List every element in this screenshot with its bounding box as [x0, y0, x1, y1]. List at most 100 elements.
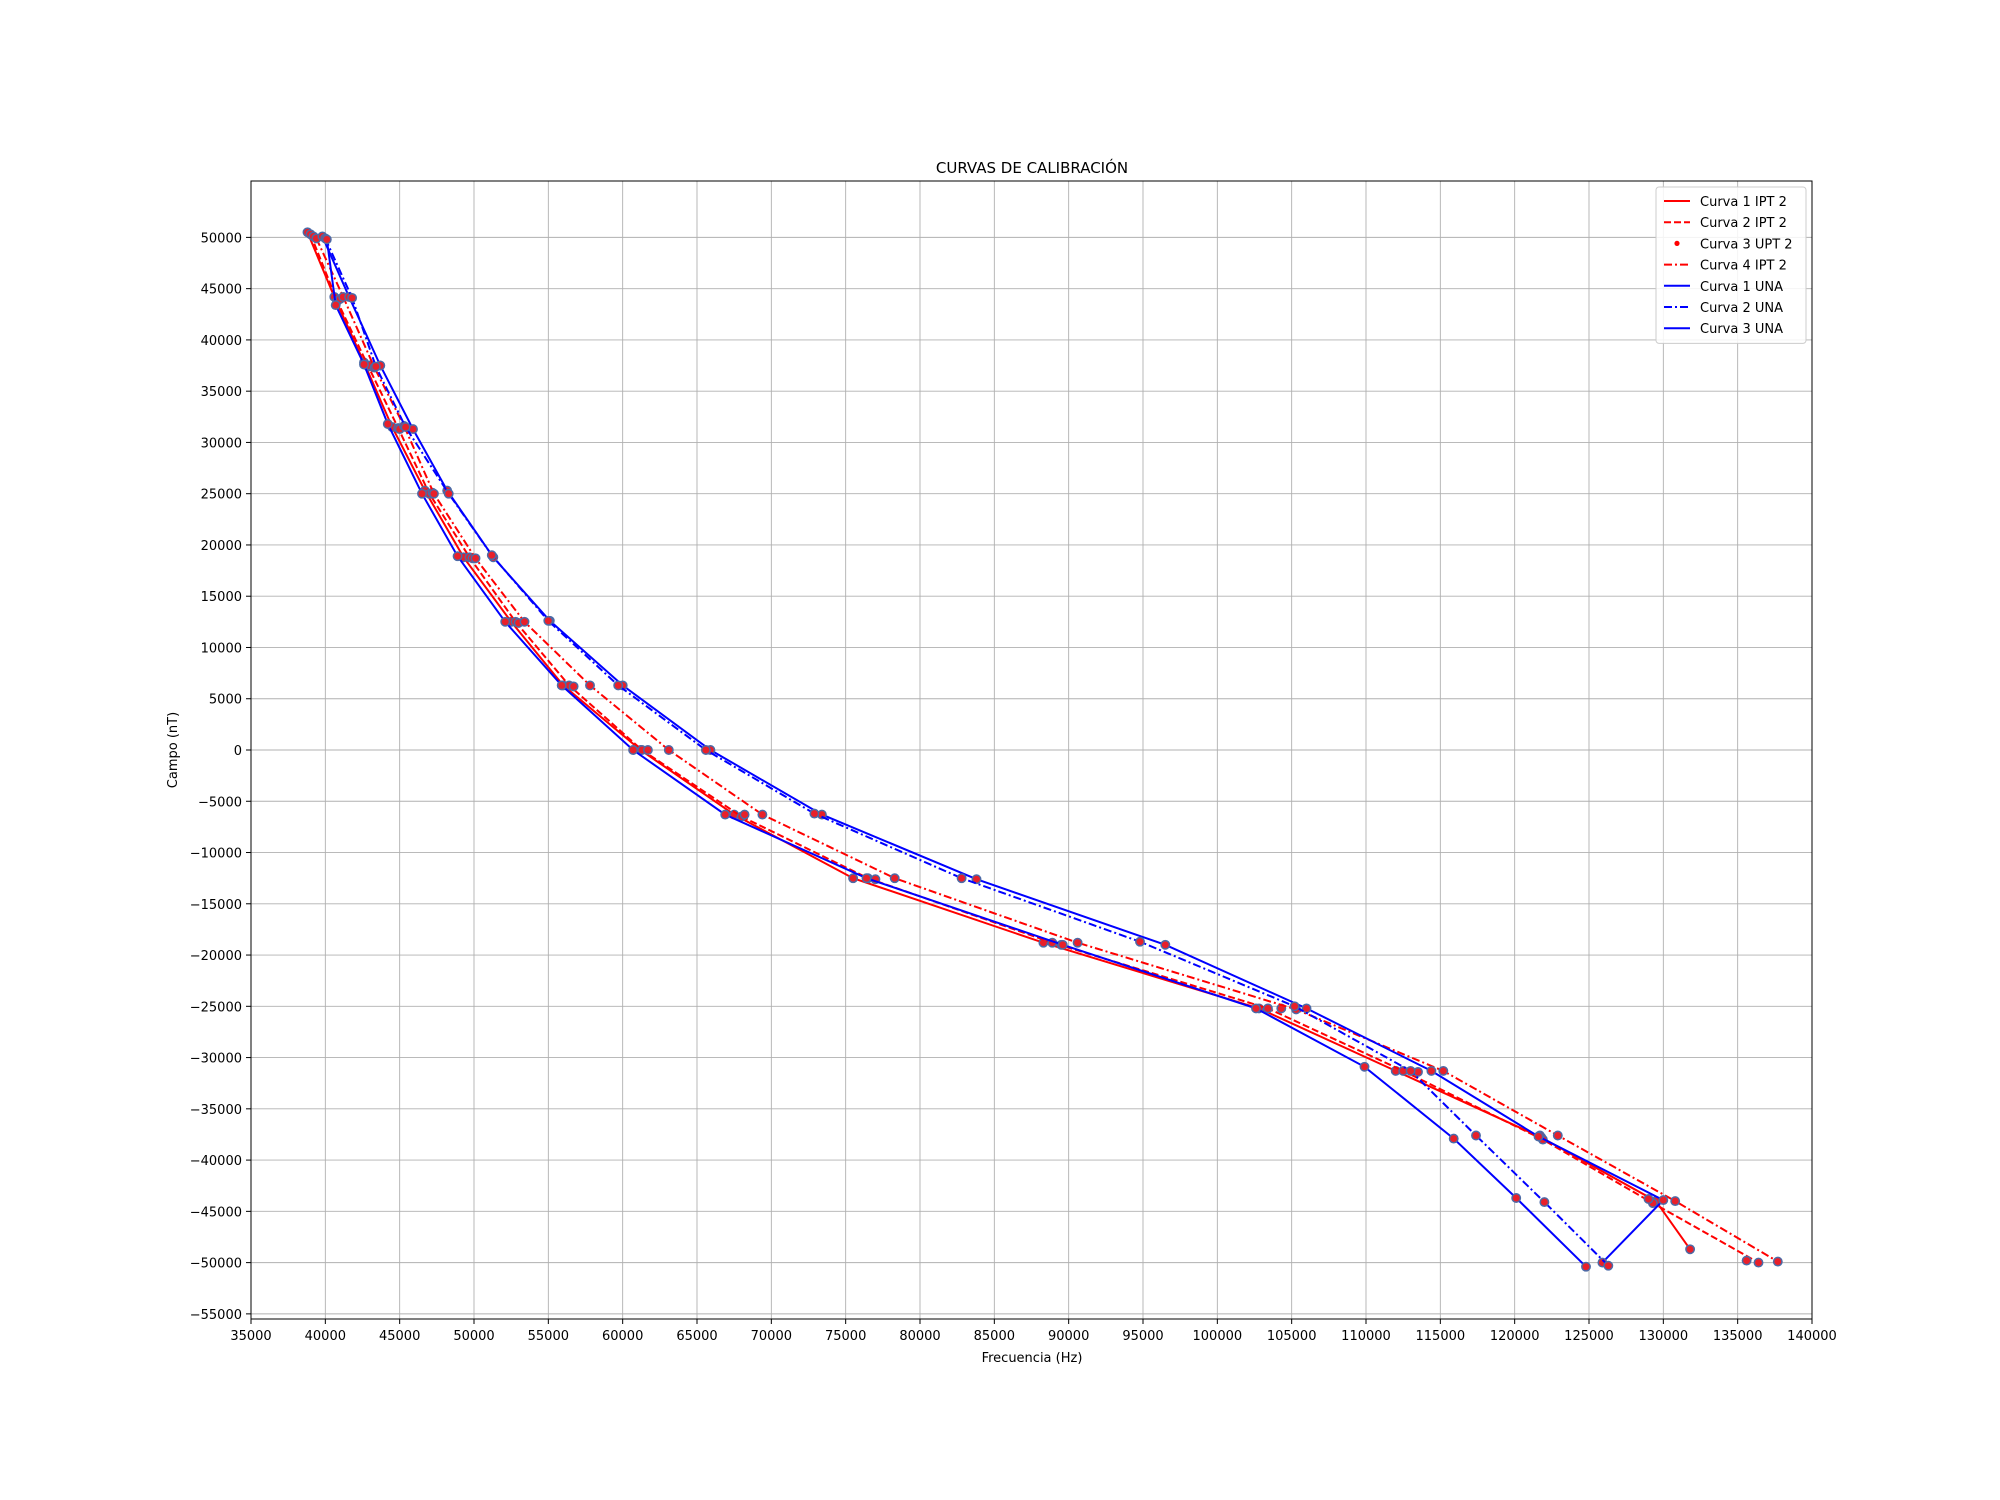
legend-item: Curva 4 IPT 2: [1664, 259, 1787, 274]
legend-item: Curva 3 UNA: [1664, 322, 1783, 337]
data-point: [1448, 1133, 1459, 1144]
x-tick-label: 130000: [1639, 1329, 1689, 1344]
data-point: [1072, 937, 1083, 948]
y-tick-label: −10000: [190, 847, 242, 862]
data-point: [1057, 939, 1068, 950]
x-tick-label: 100000: [1193, 1329, 1243, 1344]
y-tick-label: 25000: [201, 488, 242, 503]
data-point: [452, 551, 463, 562]
x-tick-label: 55000: [528, 1329, 569, 1344]
series-layer: [302, 227, 1783, 1272]
data-point: [1603, 1260, 1614, 1271]
series-1: [302, 227, 1696, 1255]
y-tick-label: 50000: [201, 231, 242, 246]
y-tick-label: −35000: [190, 1103, 242, 1118]
x-axis-label: Frecuencia (Hz): [982, 1351, 1083, 1366]
data-point: [470, 553, 481, 564]
data-point: [370, 361, 381, 372]
y-tick-label: −30000: [190, 1052, 242, 1067]
y-tick-label: −50000: [190, 1257, 242, 1272]
data-point: [1753, 1257, 1764, 1268]
data-point: [1471, 1130, 1481, 1141]
data-point: [519, 616, 530, 627]
data-point: [628, 745, 639, 755]
y-tick-label: 0: [234, 744, 242, 759]
x-tick-label: 60000: [602, 1329, 643, 1344]
data-point: [1533, 1131, 1544, 1142]
data-point: [382, 419, 393, 429]
series-5: [317, 231, 1669, 1268]
x-tick-label: 95000: [1122, 1329, 1163, 1344]
data-point: [1438, 1065, 1449, 1076]
x-tick-label: 65000: [676, 1329, 717, 1344]
data-point: [1511, 1193, 1522, 1203]
x-tick-label: 35000: [230, 1329, 271, 1344]
legend-label: Curva 2 IPT 2: [1700, 216, 1787, 231]
data-point: [1581, 1261, 1591, 1272]
y-tick-label: 20000: [201, 539, 242, 554]
x-tick-label: 40000: [305, 1329, 346, 1344]
y-tick-label: −40000: [190, 1154, 242, 1169]
data-point: [1552, 1130, 1563, 1141]
data-point: [971, 874, 982, 885]
series-line: [309, 233, 1759, 1264]
x-axis: 35000 40000 45000 50000 55000 60000 65000 70000…: [230, 1319, 1837, 1344]
data-point: [663, 745, 674, 755]
series-line: [306, 231, 1691, 1250]
legend-label: Curva 1 UNA: [1700, 280, 1783, 295]
x-tick-label: 75000: [825, 1329, 866, 1344]
data-point: [543, 615, 554, 626]
data-point: [1643, 1194, 1654, 1204]
data-point: [1251, 1003, 1261, 1014]
y-tick-label: −15000: [190, 898, 242, 913]
grid: [250, 181, 1813, 1319]
data-point: [1539, 1197, 1550, 1208]
data-point: [417, 488, 427, 499]
legend-item: Curva 2 IPT 2: [1664, 216, 1787, 231]
data-point: [330, 300, 341, 311]
x-tick-label: 115000: [1416, 1329, 1466, 1344]
y-tick-label: 10000: [201, 641, 242, 656]
data-point: [486, 550, 497, 561]
legend-label: Curva 3 UNA: [1700, 322, 1783, 337]
y-tick-label: −45000: [190, 1205, 242, 1220]
x-tick-label: 135000: [1713, 1329, 1763, 1344]
x-tick-label: 90000: [1048, 1329, 1089, 1344]
x-tick-label: 85000: [974, 1329, 1015, 1344]
y-axis-label: Campo (nT): [166, 712, 181, 788]
data-point: [1670, 1196, 1681, 1207]
x-tick-label: 140000: [1787, 1329, 1837, 1344]
data-point: [359, 359, 369, 370]
data-point: [1426, 1065, 1437, 1076]
chart-title: CURVAS DE CALIBRACIÓN: [936, 158, 1128, 177]
series-3: [308, 231, 1752, 1266]
legend-item: Curva 1 UNA: [1664, 280, 1783, 295]
legend-marker: [1674, 240, 1680, 246]
y-tick-label: 45000: [201, 283, 242, 298]
legend-label: Curva 4 IPT 2: [1700, 259, 1787, 274]
legend-box: [1655, 186, 1807, 344]
data-point: [1289, 1001, 1300, 1012]
legend-label: Curva 2 UNA: [1700, 301, 1783, 316]
y-tick-label: 35000: [201, 385, 242, 400]
data-point: [428, 488, 439, 499]
legend-label: Curva 3 UPT 2: [1700, 237, 1793, 252]
data-point: [1658, 1195, 1669, 1206]
data-point: [443, 488, 454, 499]
data-point: [642, 745, 653, 755]
data-point: [848, 873, 859, 884]
series-6: [320, 233, 1614, 1271]
data-point: [1741, 1255, 1752, 1266]
data-point: [613, 680, 624, 691]
data-point: [1301, 1003, 1312, 1014]
legend-item: Curva 1 IPT 2: [1664, 195, 1787, 210]
y-tick-label: −20000: [190, 949, 242, 964]
x-tick-label: 110000: [1341, 1329, 1391, 1344]
y-axis: 5000045000400003500030000250002000015000…: [190, 231, 251, 1323]
data-point: [956, 873, 967, 884]
y-tick-label: −55000: [190, 1308, 242, 1323]
data-point: [347, 292, 358, 303]
series-line: [324, 237, 1610, 1267]
data-point: [757, 809, 768, 820]
